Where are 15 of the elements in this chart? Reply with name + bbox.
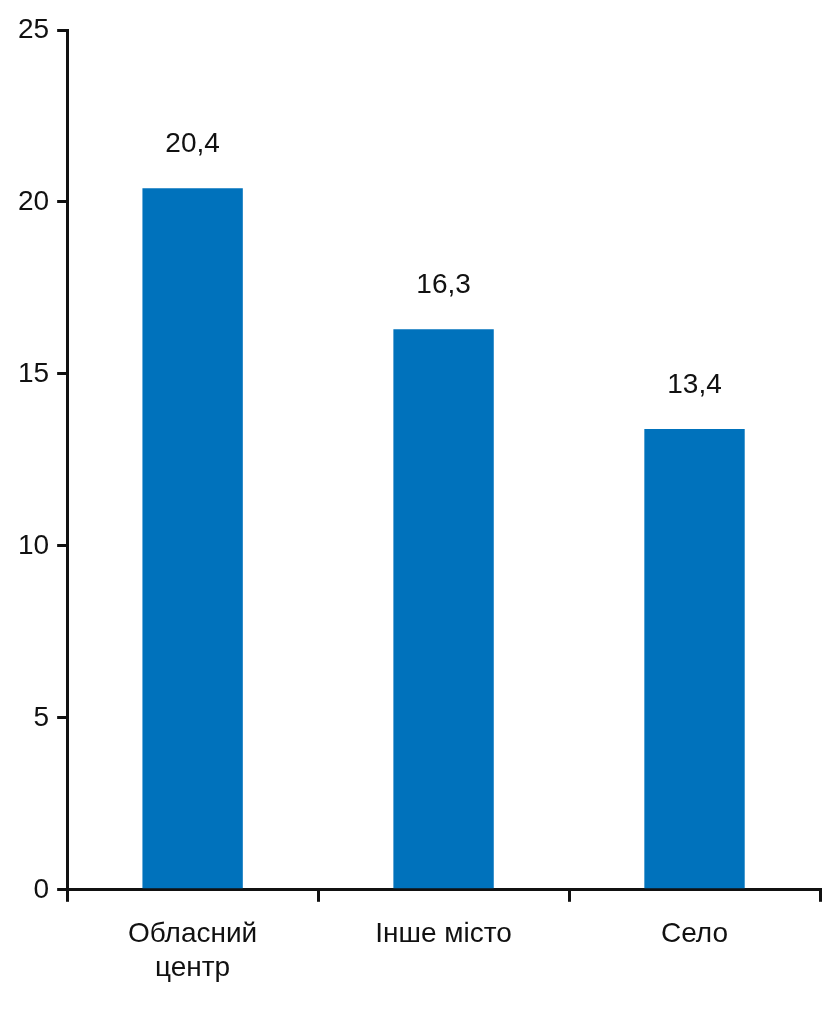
bar: [393, 329, 494, 889]
data-label: 20,4: [165, 126, 220, 158]
y-tick-label: 0: [33, 872, 50, 904]
x-tick-label: Село: [660, 917, 729, 949]
y-tick-label: 20: [17, 184, 50, 216]
bar: [142, 188, 243, 889]
x-tick-label: Інше місто: [375, 917, 512, 949]
data-label: 13,4: [667, 367, 722, 399]
y-tick-label: 25: [17, 12, 50, 44]
bar: [644, 428, 745, 889]
y-tick-label: 10: [17, 528, 50, 560]
x-tick-label: Обласний центр: [128, 917, 258, 982]
y-tick-label: 15: [17, 356, 50, 388]
data-label: 16,3: [416, 267, 471, 299]
y-tick-label: 5: [33, 700, 50, 732]
